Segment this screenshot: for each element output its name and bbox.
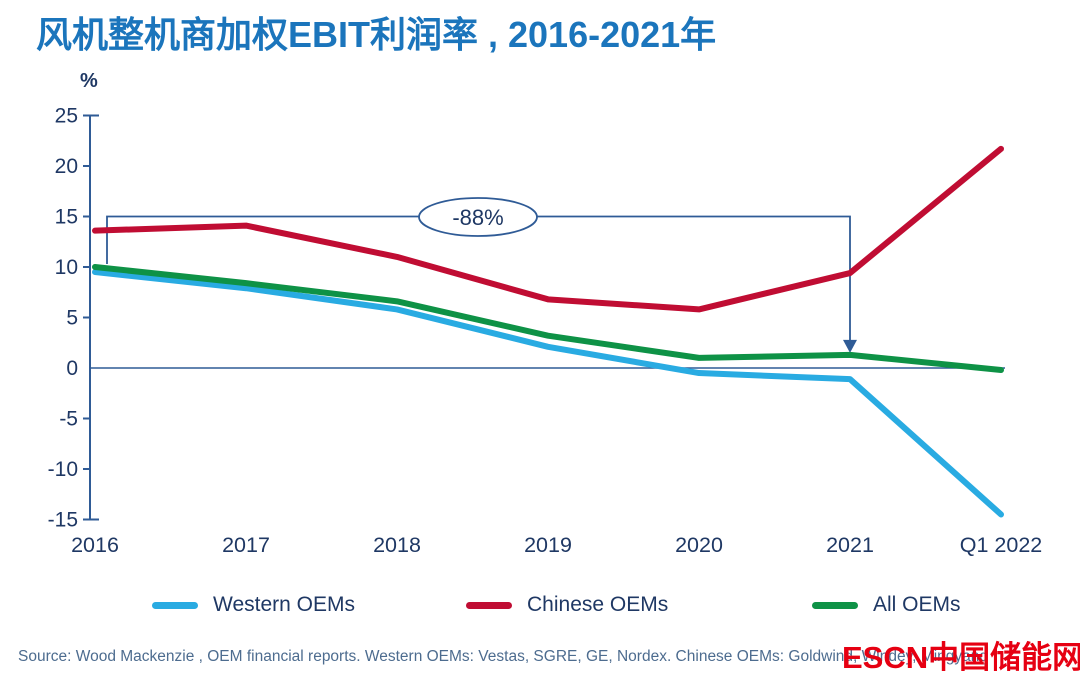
y-tick-label: 25 xyxy=(55,105,78,128)
y-tick-label: 15 xyxy=(55,206,78,229)
series-line-all-oems xyxy=(92,264,1004,374)
series-line-western-oems xyxy=(92,269,1004,518)
legend-swatch xyxy=(812,601,858,609)
y-tick-label: -10 xyxy=(48,458,78,481)
series-line-chinese-oems xyxy=(92,145,1004,313)
legend-item-all-oems: All OEMs xyxy=(812,590,961,620)
source-note-obscured: oldwind, Windey, Mingyang xyxy=(800,648,988,665)
annotation-arrowhead xyxy=(843,339,857,353)
x-tick-label: 2019 xyxy=(524,533,572,557)
y-tick-label: -5 xyxy=(59,408,78,431)
source-note-visible: Source: Wood Mackenzie , OEM financial r… xyxy=(18,648,801,665)
x-tick-label: 2021 xyxy=(826,533,874,557)
x-tick-label: 2017 xyxy=(222,533,270,557)
legend-item-western-oems: Western OEMs xyxy=(152,590,355,620)
legend-swatch xyxy=(466,601,512,609)
y-tick-label: 20 xyxy=(55,155,78,178)
escn-watermark: ESCN中国储能网 xyxy=(842,640,1080,675)
legend-item-chinese-oems: Chinese OEMs xyxy=(466,590,668,620)
source-note: Source: Wood Mackenzie , OEM financial r… xyxy=(18,648,1078,666)
legend-label: All OEMs xyxy=(873,593,961,616)
annotation-ellipse xyxy=(418,197,538,237)
y-tick-label: 10 xyxy=(55,256,78,279)
y-axis-unit-label: % xyxy=(80,70,98,92)
y-tick-label: -15 xyxy=(48,509,78,532)
x-tick-label: 2018 xyxy=(373,533,421,557)
annotation-label: -88% xyxy=(452,205,503,230)
legend-swatch xyxy=(152,601,198,609)
chart-legend: Western OEMs Chinese OEMs All OEMs xyxy=(0,590,1080,624)
x-tick-label: Q1 2022 xyxy=(960,533,1042,557)
legend-label: Chinese OEMs xyxy=(527,593,669,616)
x-tick-label: 2020 xyxy=(675,533,723,557)
legend-label: Western OEMs xyxy=(213,593,355,616)
page-title: 风机整机商加权EBIT利润率 , 2016-2021年 xyxy=(36,14,717,55)
y-tick-label: 5 xyxy=(66,307,78,330)
x-tick-label: 2016 xyxy=(71,533,119,557)
y-tick-label: 0 xyxy=(66,357,78,380)
